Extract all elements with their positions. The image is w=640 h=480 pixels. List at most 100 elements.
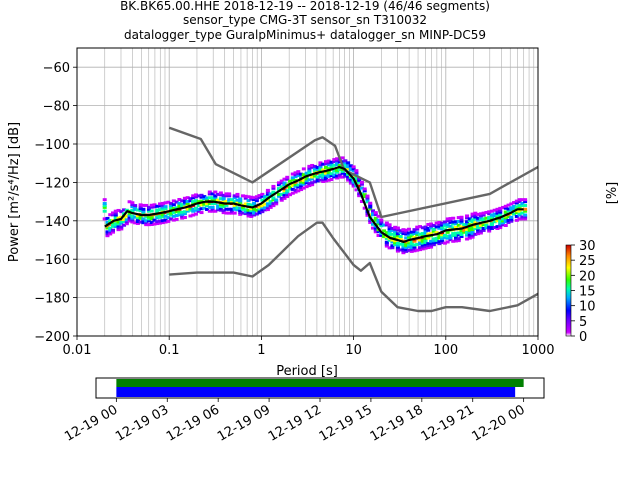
heatmap-cell [506, 207, 511, 211]
heatmap-cell [122, 216, 127, 220]
heatmap-cell [141, 217, 146, 221]
heatmap-cell [426, 222, 431, 226]
heatmap-cell [465, 224, 470, 228]
heatmap-cell [390, 228, 395, 232]
heatmap-cell [213, 198, 218, 202]
heatmap-cell [263, 196, 268, 200]
heatmap-cell [489, 226, 494, 230]
heatmap-cell [124, 222, 129, 226]
heatmap-cell [465, 233, 470, 237]
heatmap-cell [401, 230, 406, 234]
heatmap-cell [279, 198, 284, 202]
heatmap-cell [252, 211, 257, 215]
heatmap-cell [393, 231, 398, 235]
heatmap-cell [451, 220, 456, 224]
heatmap-cell [282, 187, 287, 191]
heatmap-cell [478, 229, 483, 233]
heatmap-cell [332, 163, 337, 167]
heatmap-cell [495, 209, 500, 213]
heatmap-cell [437, 242, 442, 246]
heatmap-cell [285, 189, 290, 193]
heatmap-cell [423, 244, 428, 248]
heatmap-cell [390, 246, 395, 250]
heatmap-cell [171, 210, 176, 214]
heatmap-cell [348, 164, 353, 168]
heatmap-cell [348, 166, 353, 170]
heatmap-cell [260, 194, 265, 198]
heatmap-cell [282, 191, 287, 195]
heatmap-cell [299, 172, 304, 176]
heatmap-cell [451, 216, 456, 220]
heatmap-cell [487, 216, 492, 220]
heatmap-cell [268, 202, 273, 206]
heatmap-cell [335, 174, 340, 178]
heatmap-cell [135, 220, 140, 224]
heatmap-cell [299, 180, 304, 184]
heatmap-cell [453, 239, 458, 243]
heatmap-cell [348, 177, 353, 181]
heatmap-cell [246, 195, 251, 199]
y-tick-label: −200 [34, 330, 70, 345]
heatmap-cell [406, 237, 411, 241]
heatmap-cell [398, 229, 403, 233]
heatmap-cell [218, 193, 223, 197]
heatmap-cell [445, 236, 450, 240]
heatmap-cell [520, 198, 525, 202]
heatmap-cell [520, 202, 525, 206]
heatmap-cell [310, 163, 315, 167]
heatmap-cell [478, 231, 483, 235]
heatmap-cell [108, 228, 113, 232]
heatmap-cell [315, 179, 320, 183]
heatmap-cell [359, 182, 364, 186]
heatmap-cell [318, 165, 323, 169]
heatmap-cell [288, 179, 293, 183]
heatmap-cell [177, 213, 182, 217]
heatmap-cell [315, 165, 320, 169]
heatmap-cell [431, 227, 436, 231]
heatmap-cell [476, 232, 481, 236]
heatmap-cell [249, 197, 254, 201]
heatmap-cell [520, 211, 525, 215]
heatmap-cell [442, 235, 447, 239]
heatmap-cell [506, 209, 511, 213]
heatmap-cell [307, 168, 312, 172]
heatmap-cell [213, 202, 218, 206]
heatmap-cell [362, 195, 367, 199]
heatmap-cell [409, 249, 414, 253]
heatmap-cell [329, 160, 334, 164]
heatmap-cell [415, 233, 420, 237]
heatmap-cell [221, 197, 226, 201]
heatmap-cell [207, 192, 212, 196]
heatmap-cell [343, 159, 348, 163]
heatmap-cell [323, 171, 328, 175]
heatmap-cell [263, 208, 268, 212]
heatmap-cell [406, 231, 411, 235]
heatmap-cell [290, 178, 295, 182]
heatmap-cell [213, 190, 218, 194]
heatmap-cell [235, 198, 240, 202]
heatmap-cell [232, 211, 237, 215]
heatmap-cell [271, 184, 276, 188]
timeline-tick-label: 12-20 00 [470, 402, 528, 444]
heatmap-cell [442, 241, 447, 245]
heatmap-cell [163, 205, 168, 209]
heatmap-cell [473, 211, 478, 215]
heatmap-cell [409, 242, 414, 246]
heatmap-cell [335, 161, 340, 165]
heatmap-cell [346, 161, 351, 165]
heatmap-cell [368, 205, 373, 209]
heatmap-cell [478, 225, 483, 229]
heatmap-cell [257, 195, 262, 199]
heatmap-cell [487, 225, 492, 229]
heatmap-cell [401, 241, 406, 245]
heatmap-cell [503, 216, 508, 220]
heatmap-cell [141, 219, 146, 223]
heatmap-cell [351, 180, 356, 184]
heatmap-cell [105, 226, 110, 230]
heatmap-cell [321, 176, 326, 180]
heatmap-cell [193, 201, 198, 205]
heatmap-cell [492, 208, 497, 212]
heatmap-cell [465, 231, 470, 235]
heatmap-cell [171, 203, 176, 207]
